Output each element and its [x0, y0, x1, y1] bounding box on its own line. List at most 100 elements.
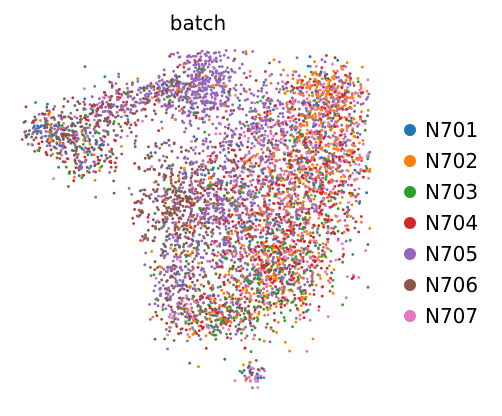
point-n705 — [129, 111, 132, 114]
point-n705 — [356, 101, 360, 105]
point-n701 — [345, 210, 349, 214]
point-n702 — [189, 252, 192, 256]
point-n701 — [77, 174, 81, 178]
point-n707 — [250, 173, 254, 177]
point-n707 — [278, 139, 281, 143]
point-n704 — [165, 321, 169, 325]
point-n707 — [343, 149, 346, 152]
point-n701 — [58, 138, 61, 141]
point-n704 — [348, 174, 352, 178]
point-n703 — [302, 271, 306, 275]
point-n703 — [366, 157, 370, 161]
point-n704 — [333, 56, 337, 60]
point-n705 — [240, 231, 244, 234]
point-n705 — [238, 107, 242, 111]
point-n705 — [178, 278, 182, 282]
point-n703 — [268, 246, 271, 249]
point-n702 — [344, 79, 348, 82]
point-n704 — [237, 220, 241, 224]
point-n703 — [233, 199, 237, 203]
point-n703 — [275, 227, 279, 231]
point-n705 — [92, 170, 95, 173]
point-n702 — [48, 123, 52, 127]
point-n706 — [184, 194, 188, 198]
point-n706 — [73, 124, 77, 128]
point-n701 — [358, 172, 361, 175]
point-n705 — [313, 137, 316, 141]
point-n705 — [84, 132, 88, 135]
point-n705 — [219, 99, 223, 103]
point-n707 — [260, 228, 263, 232]
point-n705 — [194, 54, 198, 58]
point-n701 — [294, 128, 297, 132]
point-n702 — [288, 253, 291, 256]
point-n704 — [219, 186, 223, 190]
point-n705 — [222, 144, 225, 148]
point-n702 — [355, 157, 358, 161]
point-n702 — [258, 135, 261, 138]
point-n705 — [199, 226, 203, 230]
point-n706 — [167, 206, 171, 209]
point-n702 — [314, 132, 317, 136]
point-n704 — [320, 66, 324, 70]
point-n705 — [296, 286, 300, 290]
point-n707 — [269, 132, 273, 136]
point-n704 — [47, 141, 51, 145]
point-n702 — [248, 70, 252, 73]
point-n704 — [333, 185, 337, 188]
point-n705 — [291, 231, 295, 235]
point-n705 — [245, 268, 249, 271]
point-n702 — [297, 163, 301, 166]
point-n703 — [324, 175, 328, 179]
point-n704 — [177, 220, 181, 224]
point-n706 — [104, 154, 108, 157]
point-n706 — [167, 196, 170, 200]
point-n705 — [110, 81, 113, 85]
point-n707 — [265, 284, 269, 287]
point-n705 — [261, 235, 264, 239]
point-n704 — [323, 163, 327, 166]
point-n707 — [311, 131, 314, 135]
point-n701 — [43, 125, 47, 129]
point-n705 — [281, 115, 285, 119]
point-n702 — [302, 83, 306, 87]
point-n704 — [325, 266, 329, 270]
point-n705 — [174, 107, 178, 110]
point-n704 — [283, 157, 286, 161]
point-n702 — [337, 91, 341, 94]
point-n702 — [272, 151, 276, 155]
point-n706 — [67, 185, 70, 188]
point-n702 — [316, 83, 320, 86]
point-n703 — [281, 289, 285, 293]
point-n704 — [161, 218, 165, 222]
point-n702 — [266, 254, 270, 258]
point-n704 — [282, 215, 286, 219]
point-n705 — [220, 206, 224, 210]
point-n705 — [195, 214, 199, 218]
point-n701 — [207, 221, 211, 225]
point-n705 — [320, 58, 324, 62]
point-n705 — [203, 88, 207, 92]
point-n705 — [234, 83, 238, 87]
point-n704 — [254, 258, 257, 261]
point-n705 — [334, 167, 338, 171]
point-n702 — [269, 275, 273, 278]
point-n705 — [173, 223, 177, 227]
point-n702 — [263, 251, 267, 254]
point-n702 — [305, 124, 309, 127]
point-n705 — [300, 91, 303, 95]
point-n705 — [192, 275, 196, 278]
point-n706 — [182, 209, 186, 213]
point-n706 — [185, 221, 189, 225]
point-n703 — [289, 309, 292, 312]
point-n705 — [107, 110, 110, 113]
point-n705 — [220, 65, 224, 68]
point-n702 — [215, 82, 219, 86]
point-n705 — [209, 140, 212, 144]
point-n701 — [103, 119, 106, 123]
point-n705 — [90, 153, 93, 157]
point-n702 — [320, 129, 323, 133]
point-n705 — [208, 70, 212, 73]
point-n705 — [164, 291, 168, 295]
point-n702 — [351, 81, 355, 85]
